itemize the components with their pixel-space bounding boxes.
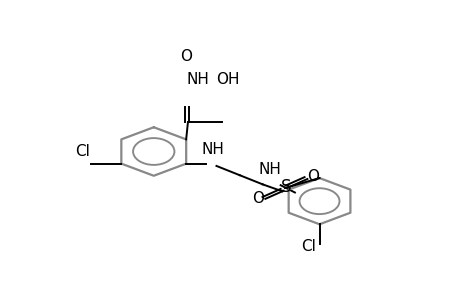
Text: NH: NH	[258, 163, 281, 178]
Text: O: O	[179, 49, 191, 64]
Text: OH: OH	[216, 72, 239, 87]
Text: Cl: Cl	[301, 239, 316, 254]
Text: NH: NH	[186, 72, 209, 87]
Text: O: O	[307, 169, 319, 184]
Text: S: S	[280, 178, 290, 196]
Text: NH: NH	[202, 142, 224, 157]
Text: Cl: Cl	[74, 144, 90, 159]
Text: O: O	[252, 191, 263, 206]
